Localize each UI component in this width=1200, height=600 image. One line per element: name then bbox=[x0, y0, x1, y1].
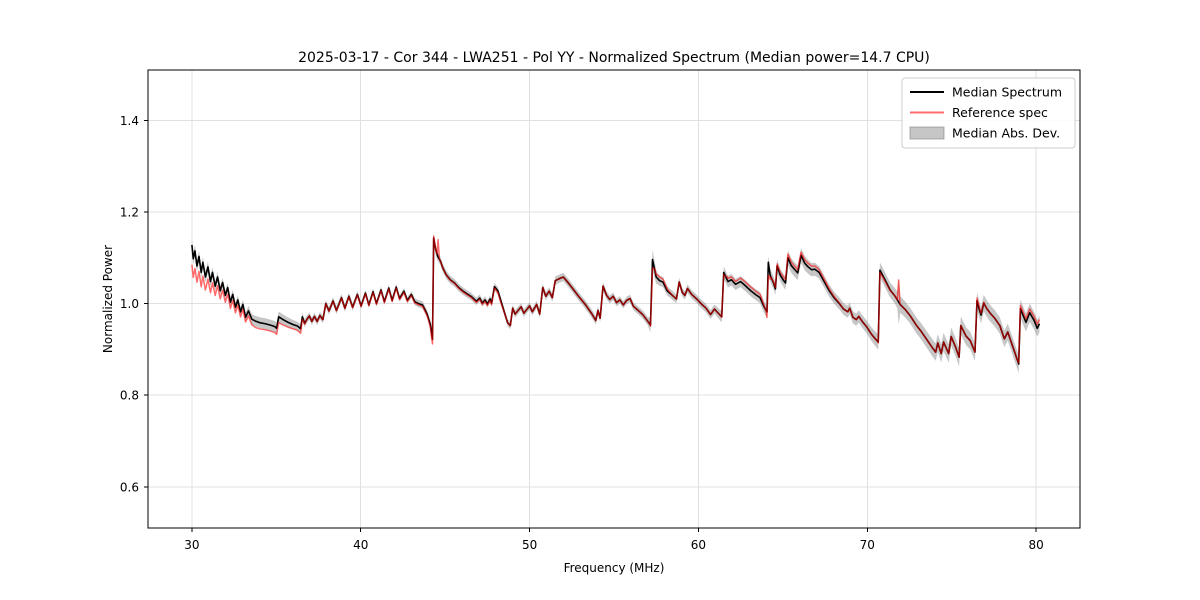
x-axis-label: Frequency (MHz) bbox=[564, 561, 665, 575]
chart-title: 2025-03-17 - Cor 344 - LWA251 - Pol YY -… bbox=[298, 50, 930, 66]
y-tick-label: 1.2 bbox=[120, 205, 139, 219]
y-tick-label: 1.0 bbox=[120, 297, 139, 311]
legend: Median Spectrum Reference spec Median Ab… bbox=[901, 77, 1076, 149]
x-tick-label: 30 bbox=[184, 538, 199, 552]
legend-box bbox=[901, 77, 1076, 149]
mad-band bbox=[191, 232, 1040, 374]
legend-label-median: Median Spectrum bbox=[952, 85, 1062, 100]
series-layer bbox=[191, 232, 1041, 374]
legend-label-reference: Reference spec bbox=[952, 105, 1048, 120]
tick-marks-and-labels: 30 40 50 60 70 80 0.6 0.8 1.0 1.2 1.4 bbox=[120, 114, 1044, 552]
y-tick-label: 1.4 bbox=[120, 114, 139, 128]
x-tick-label: 50 bbox=[522, 538, 537, 552]
x-tick-label: 60 bbox=[691, 538, 706, 552]
axes-frame bbox=[147, 69, 1081, 529]
y-axis-label: Normalized Power bbox=[101, 245, 115, 353]
legend-label-mad: Median Abs. Dev. bbox=[952, 126, 1060, 141]
legend-mad-patch-sample bbox=[909, 126, 945, 140]
reference-spectrum-line bbox=[191, 235, 1041, 364]
y-tick-label: 0.6 bbox=[120, 480, 139, 494]
y-tick-label: 0.8 bbox=[120, 389, 139, 403]
x-tick-label: 70 bbox=[860, 538, 875, 552]
x-tick-label: 80 bbox=[1028, 538, 1043, 552]
x-tick-label: 40 bbox=[353, 538, 368, 552]
plot-frame bbox=[147, 69, 1081, 529]
